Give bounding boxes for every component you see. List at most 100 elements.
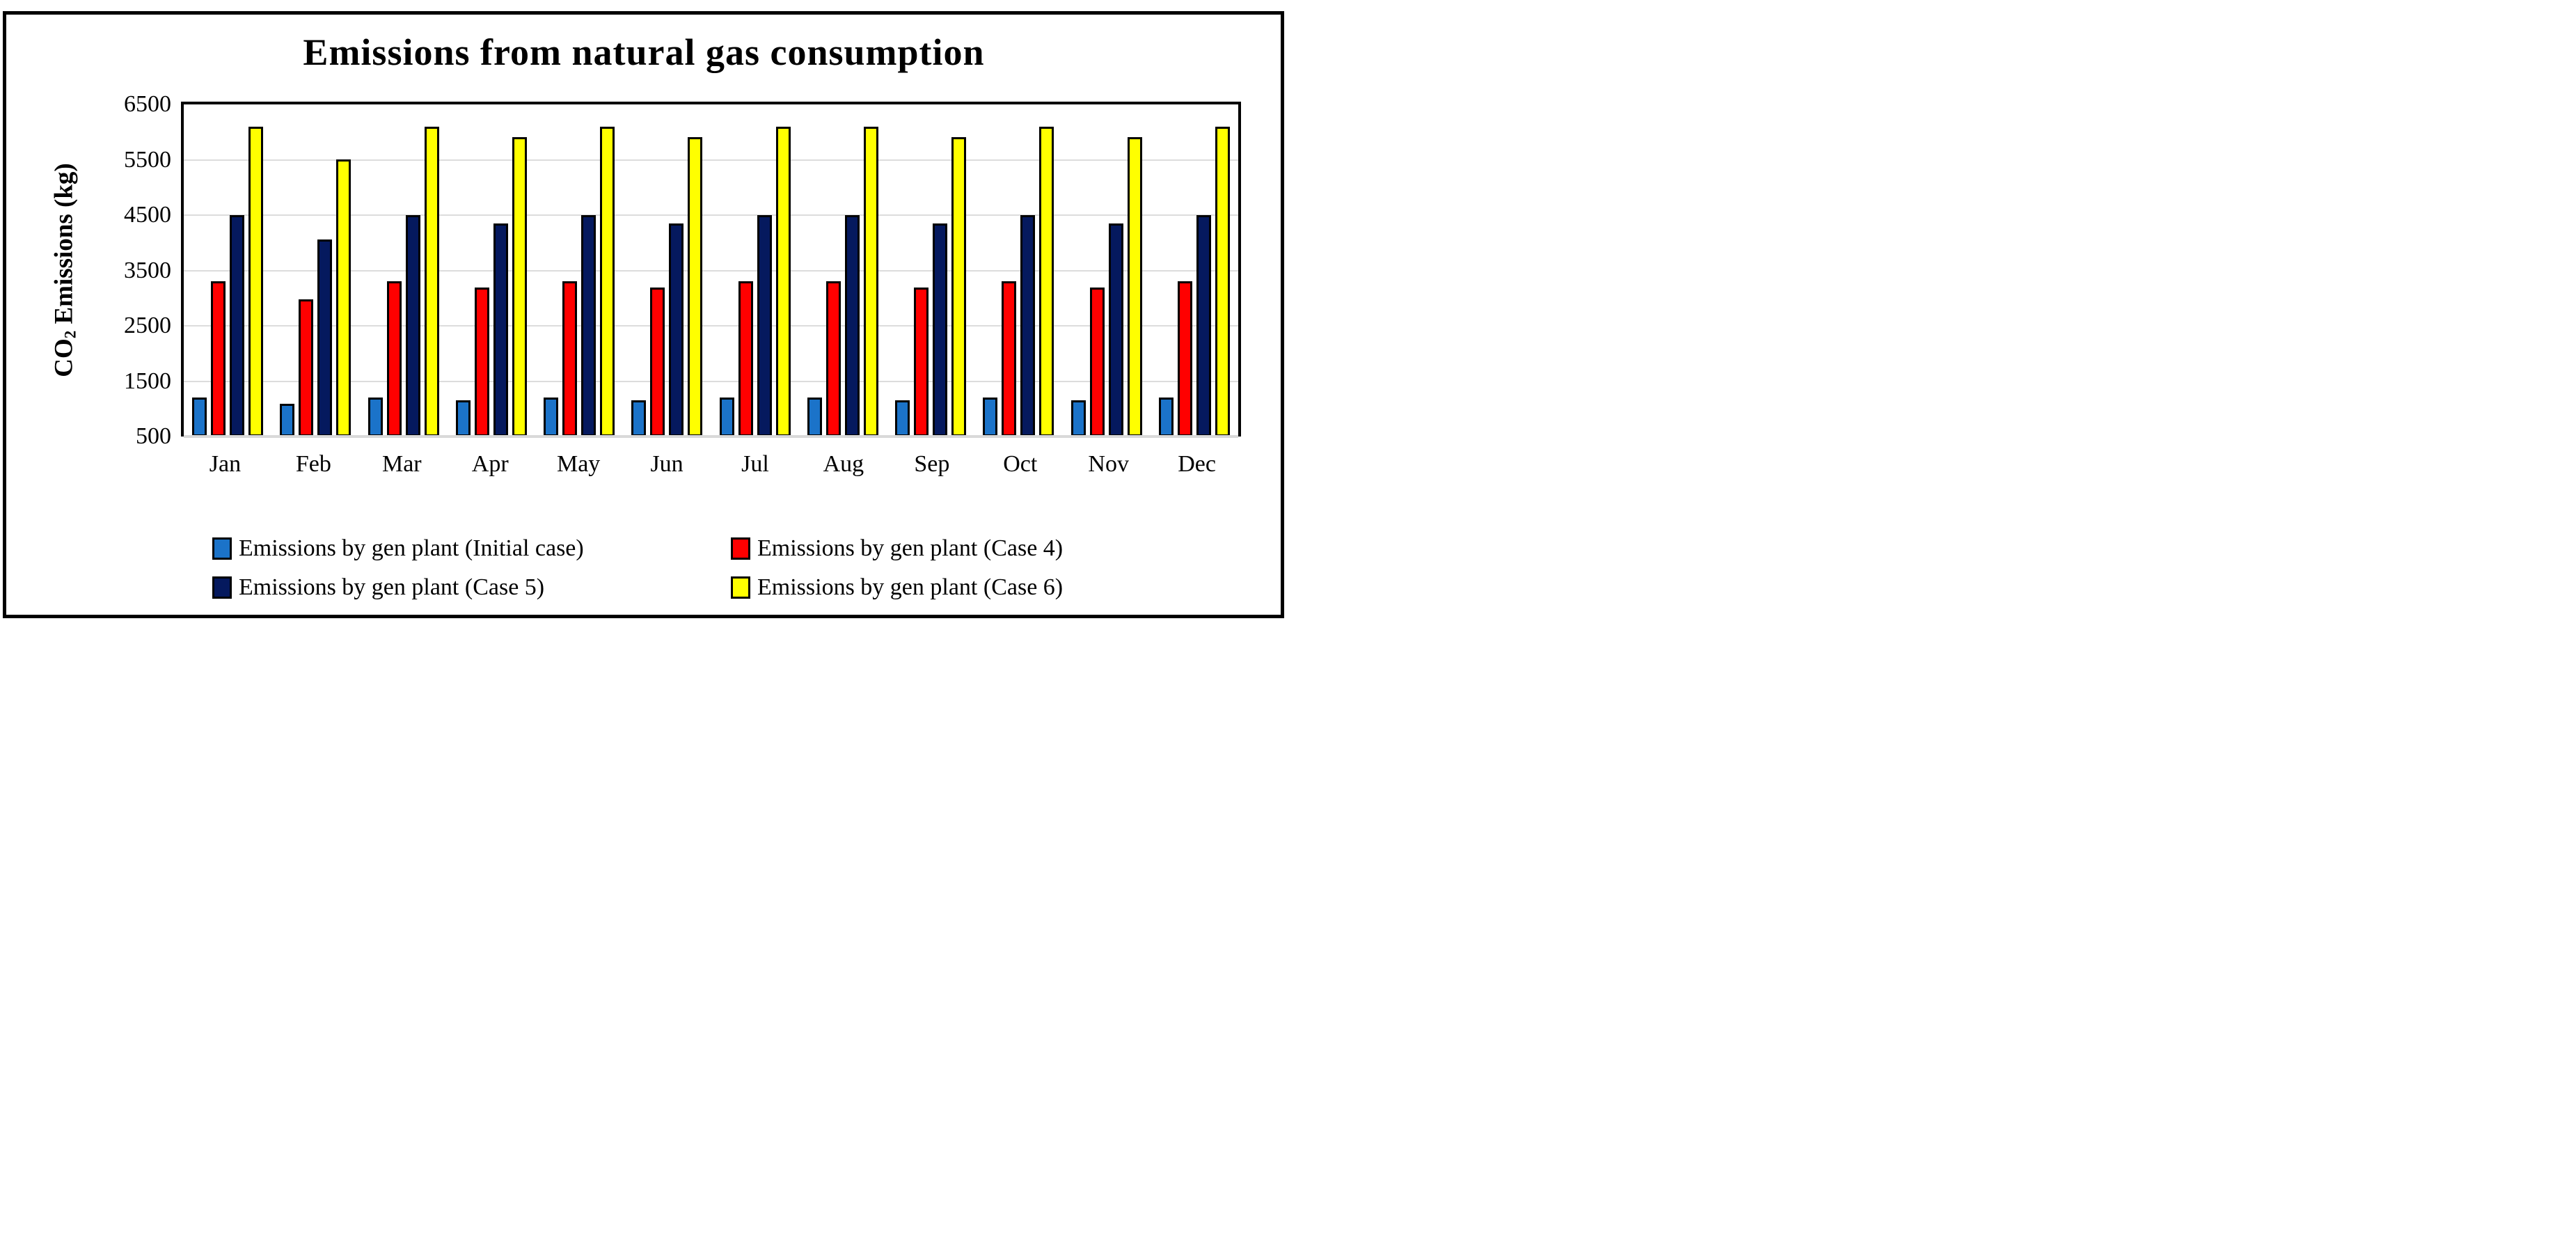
y-tick-label: 2500: [124, 313, 171, 338]
month-group-jul: [711, 104, 799, 437]
bar: [738, 281, 753, 437]
bar: [757, 215, 772, 437]
gridline: [184, 159, 1238, 161]
legend-label: Emissions by gen plant (Case 5): [239, 574, 545, 600]
x-axis-label: Jun: [650, 451, 683, 477]
y-tick-label: 500: [136, 423, 171, 449]
y-tick-label: 3500: [124, 257, 171, 283]
bar: [230, 215, 245, 437]
month-group-apr: [448, 104, 535, 437]
bar: [299, 299, 314, 437]
bar: [455, 400, 471, 437]
bar: [1177, 281, 1192, 437]
bar: [863, 127, 878, 437]
bar: [544, 398, 559, 437]
bar: [512, 137, 527, 437]
bar: [844, 215, 860, 437]
bar: [581, 215, 596, 437]
bar: [600, 127, 615, 437]
bar: [951, 137, 967, 437]
bar: [825, 281, 841, 437]
x-axis-label: Sep: [914, 451, 950, 477]
bar: [1158, 398, 1174, 437]
bar: [211, 281, 226, 437]
legend-swatch-initial-case: [212, 537, 232, 560]
bar: [1089, 288, 1105, 437]
x-axis-labels: Jan Feb Mar Apr May Jun Jul Aug Sep Oct Nov Dec: [181, 451, 1241, 478]
x-axis-line: [184, 435, 1238, 438]
bar: [424, 127, 439, 437]
bar: [914, 288, 929, 437]
bar: [336, 159, 351, 437]
legend-swatch-case-6: [731, 576, 750, 599]
legend-swatch-case-4: [731, 537, 750, 560]
bar: [192, 398, 207, 437]
legend-label: Emissions by gen plant (Initial case): [239, 535, 584, 561]
month-group-aug: [799, 104, 887, 437]
bar: [386, 281, 402, 437]
month-group-mar: [360, 104, 448, 437]
bar: [669, 223, 684, 437]
bar: [1002, 281, 1017, 437]
y-tick-label: 1500: [124, 368, 171, 394]
legend-swatch-case-5: [212, 576, 232, 599]
legend-item: Emissions by gen plant (Case 6): [731, 574, 1063, 602]
month-group-jan: [184, 104, 271, 437]
bar: [688, 137, 703, 437]
x-axis-label: Apr: [471, 451, 509, 477]
legend-item: Emissions by gen plant (Initial case): [212, 535, 584, 563]
x-axis-label: Nov: [1088, 451, 1129, 477]
bars-layer: [184, 104, 1238, 437]
bar: [1108, 223, 1123, 437]
gridline: [184, 214, 1238, 216]
y-tick-label: 6500: [124, 91, 171, 117]
bar: [1070, 400, 1086, 437]
bar: [775, 127, 791, 437]
legend-item: Emissions by gen plant (Case 5): [212, 574, 544, 602]
plot-area: [181, 102, 1241, 438]
bar: [1215, 127, 1230, 437]
gridline: [184, 269, 1238, 272]
bar: [933, 223, 948, 437]
bar: [895, 400, 910, 437]
bar: [1039, 127, 1054, 437]
figure-border: [3, 11, 1284, 618]
month-group-may: [535, 104, 623, 437]
bar: [983, 398, 998, 437]
bar: [719, 398, 734, 437]
x-axis-label: Aug: [823, 451, 864, 477]
gridline: [184, 325, 1238, 327]
bar: [631, 400, 647, 437]
month-group-dec: [1151, 104, 1238, 437]
bar: [562, 281, 578, 437]
bar: [1020, 215, 1036, 437]
month-group-oct: [974, 104, 1062, 437]
chart-figure: { "chart_data": { "type": "bar", "title"…: [0, 0, 1288, 629]
bar: [317, 239, 333, 437]
x-axis-label: Dec: [1178, 451, 1216, 477]
legend-item: Emissions by gen plant (Case 4): [731, 535, 1063, 563]
chart-title: Emissions from natural gas consumption: [303, 31, 985, 73]
month-group-feb: [271, 104, 359, 437]
x-axis-label: Feb: [295, 451, 331, 477]
legend-label: Emissions by gen plant (Case 4): [757, 535, 1064, 561]
y-axis-title-post: Emissions (kg): [49, 163, 79, 331]
bar: [1196, 215, 1211, 437]
bar: [474, 288, 489, 437]
x-axis-label: May: [556, 451, 601, 477]
month-group-jun: [623, 104, 711, 437]
y-tick-label: 5500: [124, 146, 171, 173]
x-axis-label: Jul: [741, 451, 769, 477]
month-group-nov: [1063, 104, 1151, 437]
bar: [1127, 137, 1142, 437]
x-axis-label: Jan: [209, 451, 242, 477]
legend-label: Emissions by gen plant (Case 6): [757, 574, 1064, 600]
bar: [405, 215, 420, 437]
gridline: [184, 380, 1238, 382]
bar: [650, 288, 665, 437]
bar: [493, 223, 508, 437]
bar: [368, 398, 383, 437]
month-group-sep: [887, 104, 974, 437]
x-axis-label: Mar: [381, 451, 422, 477]
bar: [807, 398, 822, 437]
